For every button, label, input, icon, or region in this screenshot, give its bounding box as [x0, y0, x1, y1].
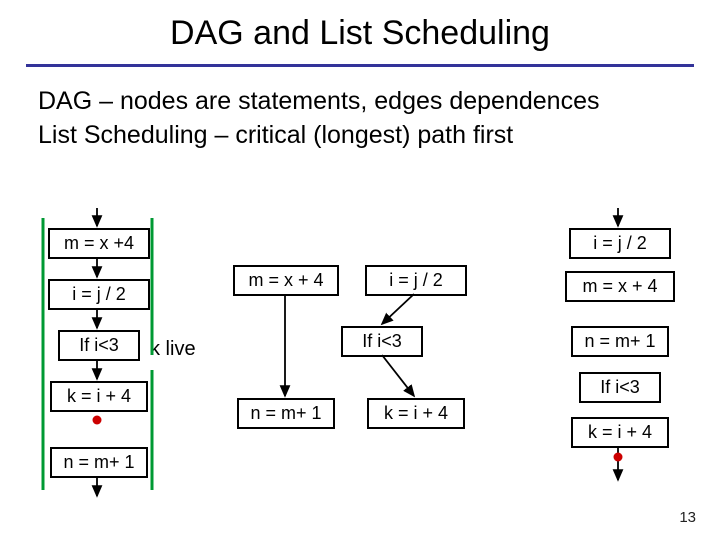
k-live-label: k live [150, 338, 196, 361]
dag-node: n = m+ 1 [50, 447, 148, 478]
dag-node: i = j / 2 [569, 228, 671, 259]
slide: { "title": "DAG and List Scheduling", "s… [0, 0, 720, 540]
marker-dot [614, 453, 623, 462]
dag-node: i = j / 2 [48, 279, 150, 310]
dag-node: If i<3 [58, 330, 140, 361]
slide-title: DAG and List Scheduling [0, 14, 720, 53]
dag-node: m = x +4 [48, 228, 150, 259]
dag-node: i = j / 2 [365, 265, 467, 296]
dag-node: If i<3 [579, 372, 661, 403]
dag-node: n = m+ 1 [237, 398, 335, 429]
dependence-arrow [382, 355, 414, 396]
marker-dot [93, 416, 102, 425]
dag-node: n = m+ 1 [571, 326, 669, 357]
dag-node: k = i + 4 [50, 381, 148, 412]
subtitle-line-1: DAG – nodes are statements, edges depend… [38, 86, 599, 117]
dag-node: m = x + 4 [233, 265, 339, 296]
dependence-arrow [382, 294, 414, 324]
subtitle-line-2: List Scheduling – critical (longest) pat… [38, 120, 513, 151]
page-number: 13 [679, 509, 696, 526]
title-rule [26, 64, 694, 67]
dag-node: m = x + 4 [565, 271, 675, 302]
dag-node: k = i + 4 [571, 417, 669, 448]
dag-node: k = i + 4 [367, 398, 465, 429]
dag-node: If i<3 [341, 326, 423, 357]
